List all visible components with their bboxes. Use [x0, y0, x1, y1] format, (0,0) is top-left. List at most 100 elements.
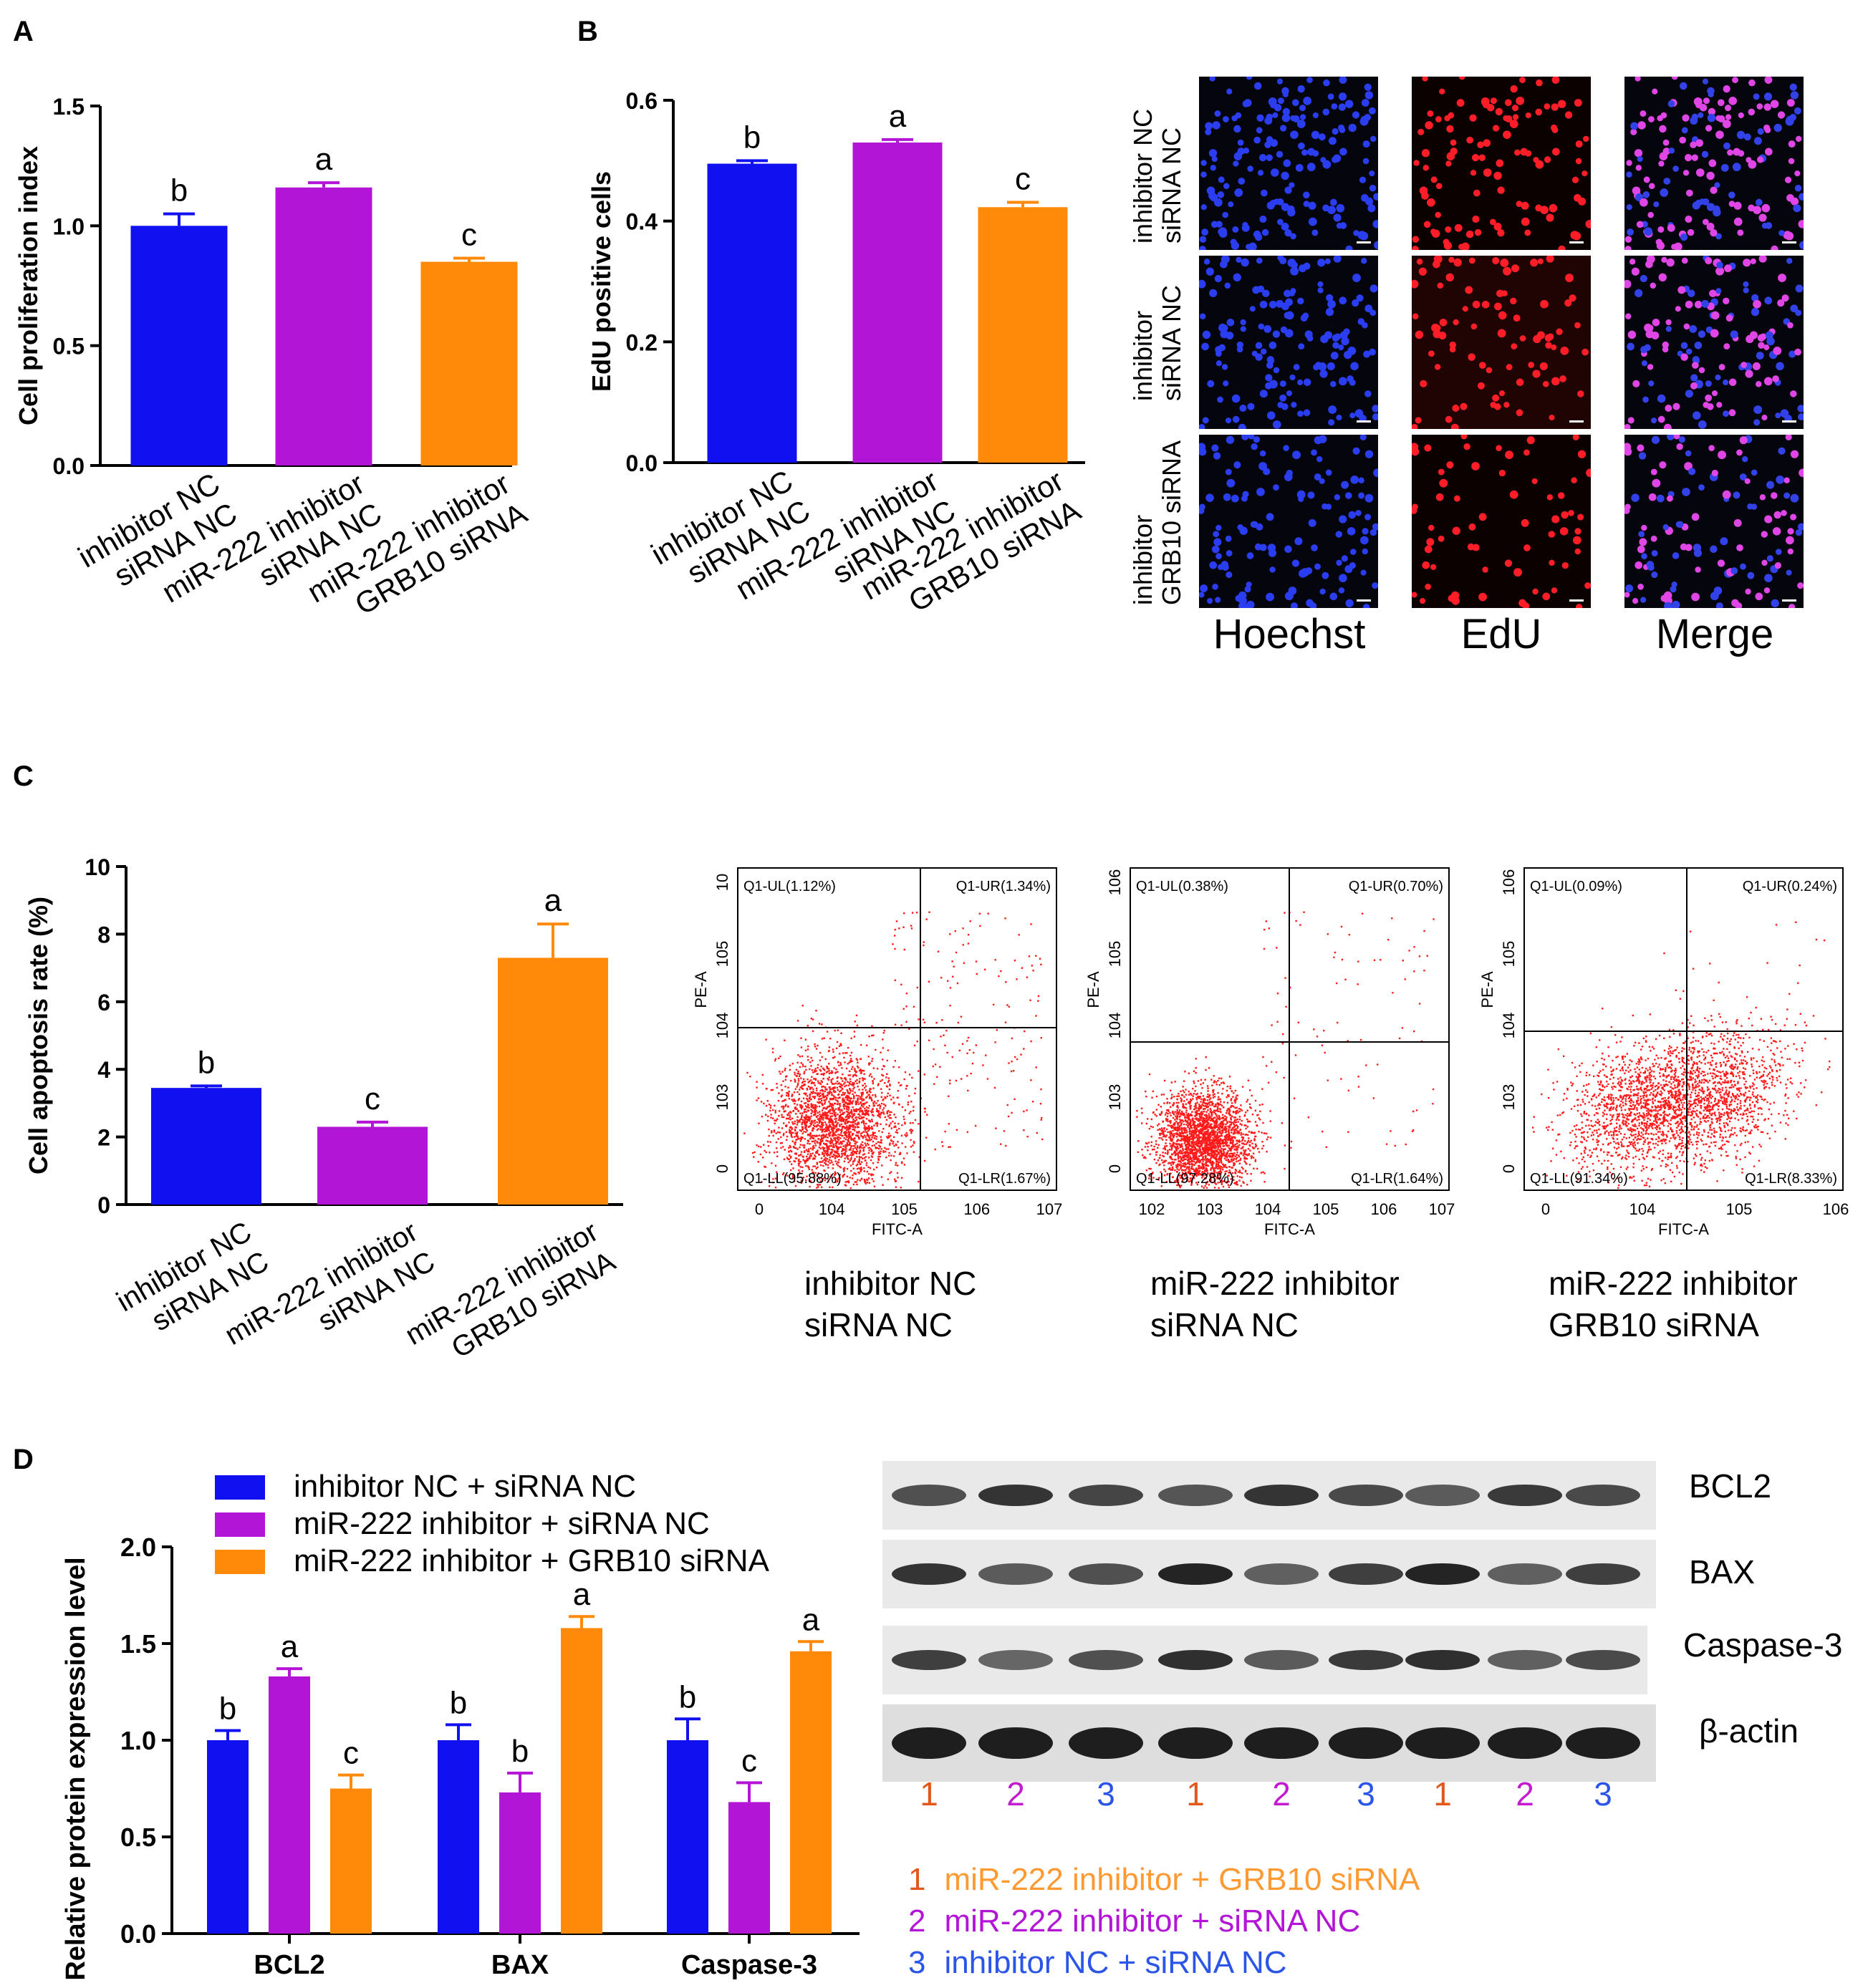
flow-1-event: [823, 1099, 825, 1101]
flow-2-event: [1203, 1100, 1205, 1102]
flow-2-event: [1166, 1120, 1169, 1122]
flow-1-event: [801, 1170, 804, 1172]
flow-1-event: [904, 1122, 906, 1125]
flow-2-event: [1187, 1156, 1190, 1158]
flow-2-event: [1231, 1128, 1233, 1131]
chart-d-sig-letter: b: [679, 1679, 696, 1714]
flow-2-event: [1178, 1134, 1181, 1137]
flow-1-event: [888, 1088, 891, 1091]
chart-d-sig-letter: a: [573, 1577, 591, 1612]
flow-2-event: [1159, 1134, 1161, 1137]
flow-2-event: [1174, 1111, 1176, 1113]
flow-2-event: [1219, 1177, 1221, 1179]
flow-2-event: [1221, 1077, 1223, 1080]
flow-2-event: [1220, 1159, 1222, 1161]
flow-2-event: [1209, 1126, 1211, 1129]
flow-1-event: [838, 1115, 841, 1117]
flow-1-event: [803, 1083, 805, 1086]
flow-2-event: [1193, 1093, 1195, 1095]
flow-2-event: [1220, 1157, 1222, 1159]
flow-1-event: [882, 1109, 884, 1111]
flow-2-event: [1171, 1161, 1174, 1163]
flow-1-event: [788, 1147, 790, 1149]
flow-2-event: [1227, 1174, 1229, 1177]
flow-1-event: [973, 1051, 975, 1054]
flow-1-event: [808, 1119, 811, 1122]
flow-1-event: [834, 1118, 836, 1120]
flow-2-event: [1195, 1130, 1198, 1132]
flow-2-event: [1239, 1129, 1241, 1131]
flow-1-event: [867, 1062, 870, 1065]
flow-1-event: [1037, 995, 1040, 998]
flow-2-event: [1198, 1096, 1200, 1098]
flow-2-event: [1188, 1133, 1191, 1135]
flow-2-event: [1221, 1155, 1223, 1158]
flow-1-event: [822, 1073, 824, 1075]
flow-2-event: [1183, 1136, 1186, 1139]
flow-2-event: [1231, 1102, 1233, 1104]
flow-1-event: [832, 1127, 835, 1130]
flow-1-event: [814, 1113, 817, 1116]
flow-2-event: [1185, 1089, 1187, 1091]
flow-1-event: [868, 1094, 870, 1096]
flow-1-event: [853, 1114, 855, 1116]
flow-2-event: [1182, 1106, 1185, 1109]
flow-2-event: [1213, 1111, 1215, 1114]
flow-1-event: [832, 1110, 834, 1112]
flow-1-event: [798, 1120, 800, 1122]
flow-2-event: [1261, 1088, 1263, 1090]
flow-2-event: [1197, 1142, 1199, 1144]
flow-2-event: [1219, 1135, 1221, 1137]
flow-1-event: [800, 1086, 803, 1089]
flow-2-event: [1213, 1152, 1216, 1154]
flow-1-event: [854, 1102, 857, 1104]
flow-2-event: [1253, 1139, 1256, 1142]
flow-2-event: [1210, 1172, 1213, 1174]
flow-1-event: [842, 1103, 845, 1106]
flow-2-event: [1176, 1115, 1179, 1117]
flow-2-event: [1229, 1155, 1231, 1157]
flow-1-event: [804, 1119, 807, 1121]
flow-2-event: [1223, 1127, 1226, 1130]
flow-2-event: [1181, 1180, 1183, 1183]
flow-1-event: [903, 1164, 906, 1166]
flow-1-event: [849, 1147, 852, 1150]
flow-2-event: [1202, 1099, 1205, 1101]
chart-b-category-line: GRB10 siRNA: [903, 493, 1087, 619]
flow-2-event: [1217, 1137, 1220, 1139]
flow-1-event: [898, 1066, 900, 1068]
flow-1-event: [818, 1093, 820, 1095]
flow-2-event: [1190, 1134, 1193, 1136]
flow-2-event: [1193, 1126, 1196, 1129]
flow-2-event: [1233, 1124, 1236, 1126]
flow-2-event: [1216, 1137, 1218, 1139]
flow-2-event: [1141, 1149, 1143, 1151]
flow-2-event: [1233, 1092, 1235, 1094]
flow-1-event: [855, 1014, 858, 1017]
flow-2-event: [1200, 1151, 1203, 1154]
flow-1-event: [858, 1162, 860, 1164]
flow-1-event: [863, 1167, 865, 1169]
flow-1-event: [882, 1065, 885, 1067]
flow-1-event: [847, 1139, 849, 1141]
flow-1-event: [826, 1157, 829, 1160]
flow-1-event: [849, 1101, 852, 1104]
flow-2-event: [1219, 1146, 1221, 1148]
flow-1-event: [856, 1147, 859, 1149]
flow-1-event: [895, 1144, 897, 1147]
flow-2-event: [1252, 1147, 1255, 1149]
flow-1-event: [842, 1145, 844, 1147]
flow-2-event: [1186, 1136, 1188, 1139]
flow-2-event: [1177, 1156, 1180, 1158]
flow-2-event: [1200, 1152, 1203, 1155]
flow-1-event: [852, 1153, 854, 1155]
flow-2-event: [1164, 1170, 1167, 1172]
flow-1-event: [804, 1131, 807, 1133]
flow-1-event: [877, 1155, 880, 1158]
flow-2-event: [1184, 1163, 1187, 1165]
flow-1-event: [824, 1121, 827, 1124]
flow-1-event: [943, 1034, 945, 1036]
flow-1-event: [874, 1135, 876, 1137]
flow-2-event: [1215, 1135, 1218, 1137]
flow-2-event: [1204, 1120, 1206, 1123]
